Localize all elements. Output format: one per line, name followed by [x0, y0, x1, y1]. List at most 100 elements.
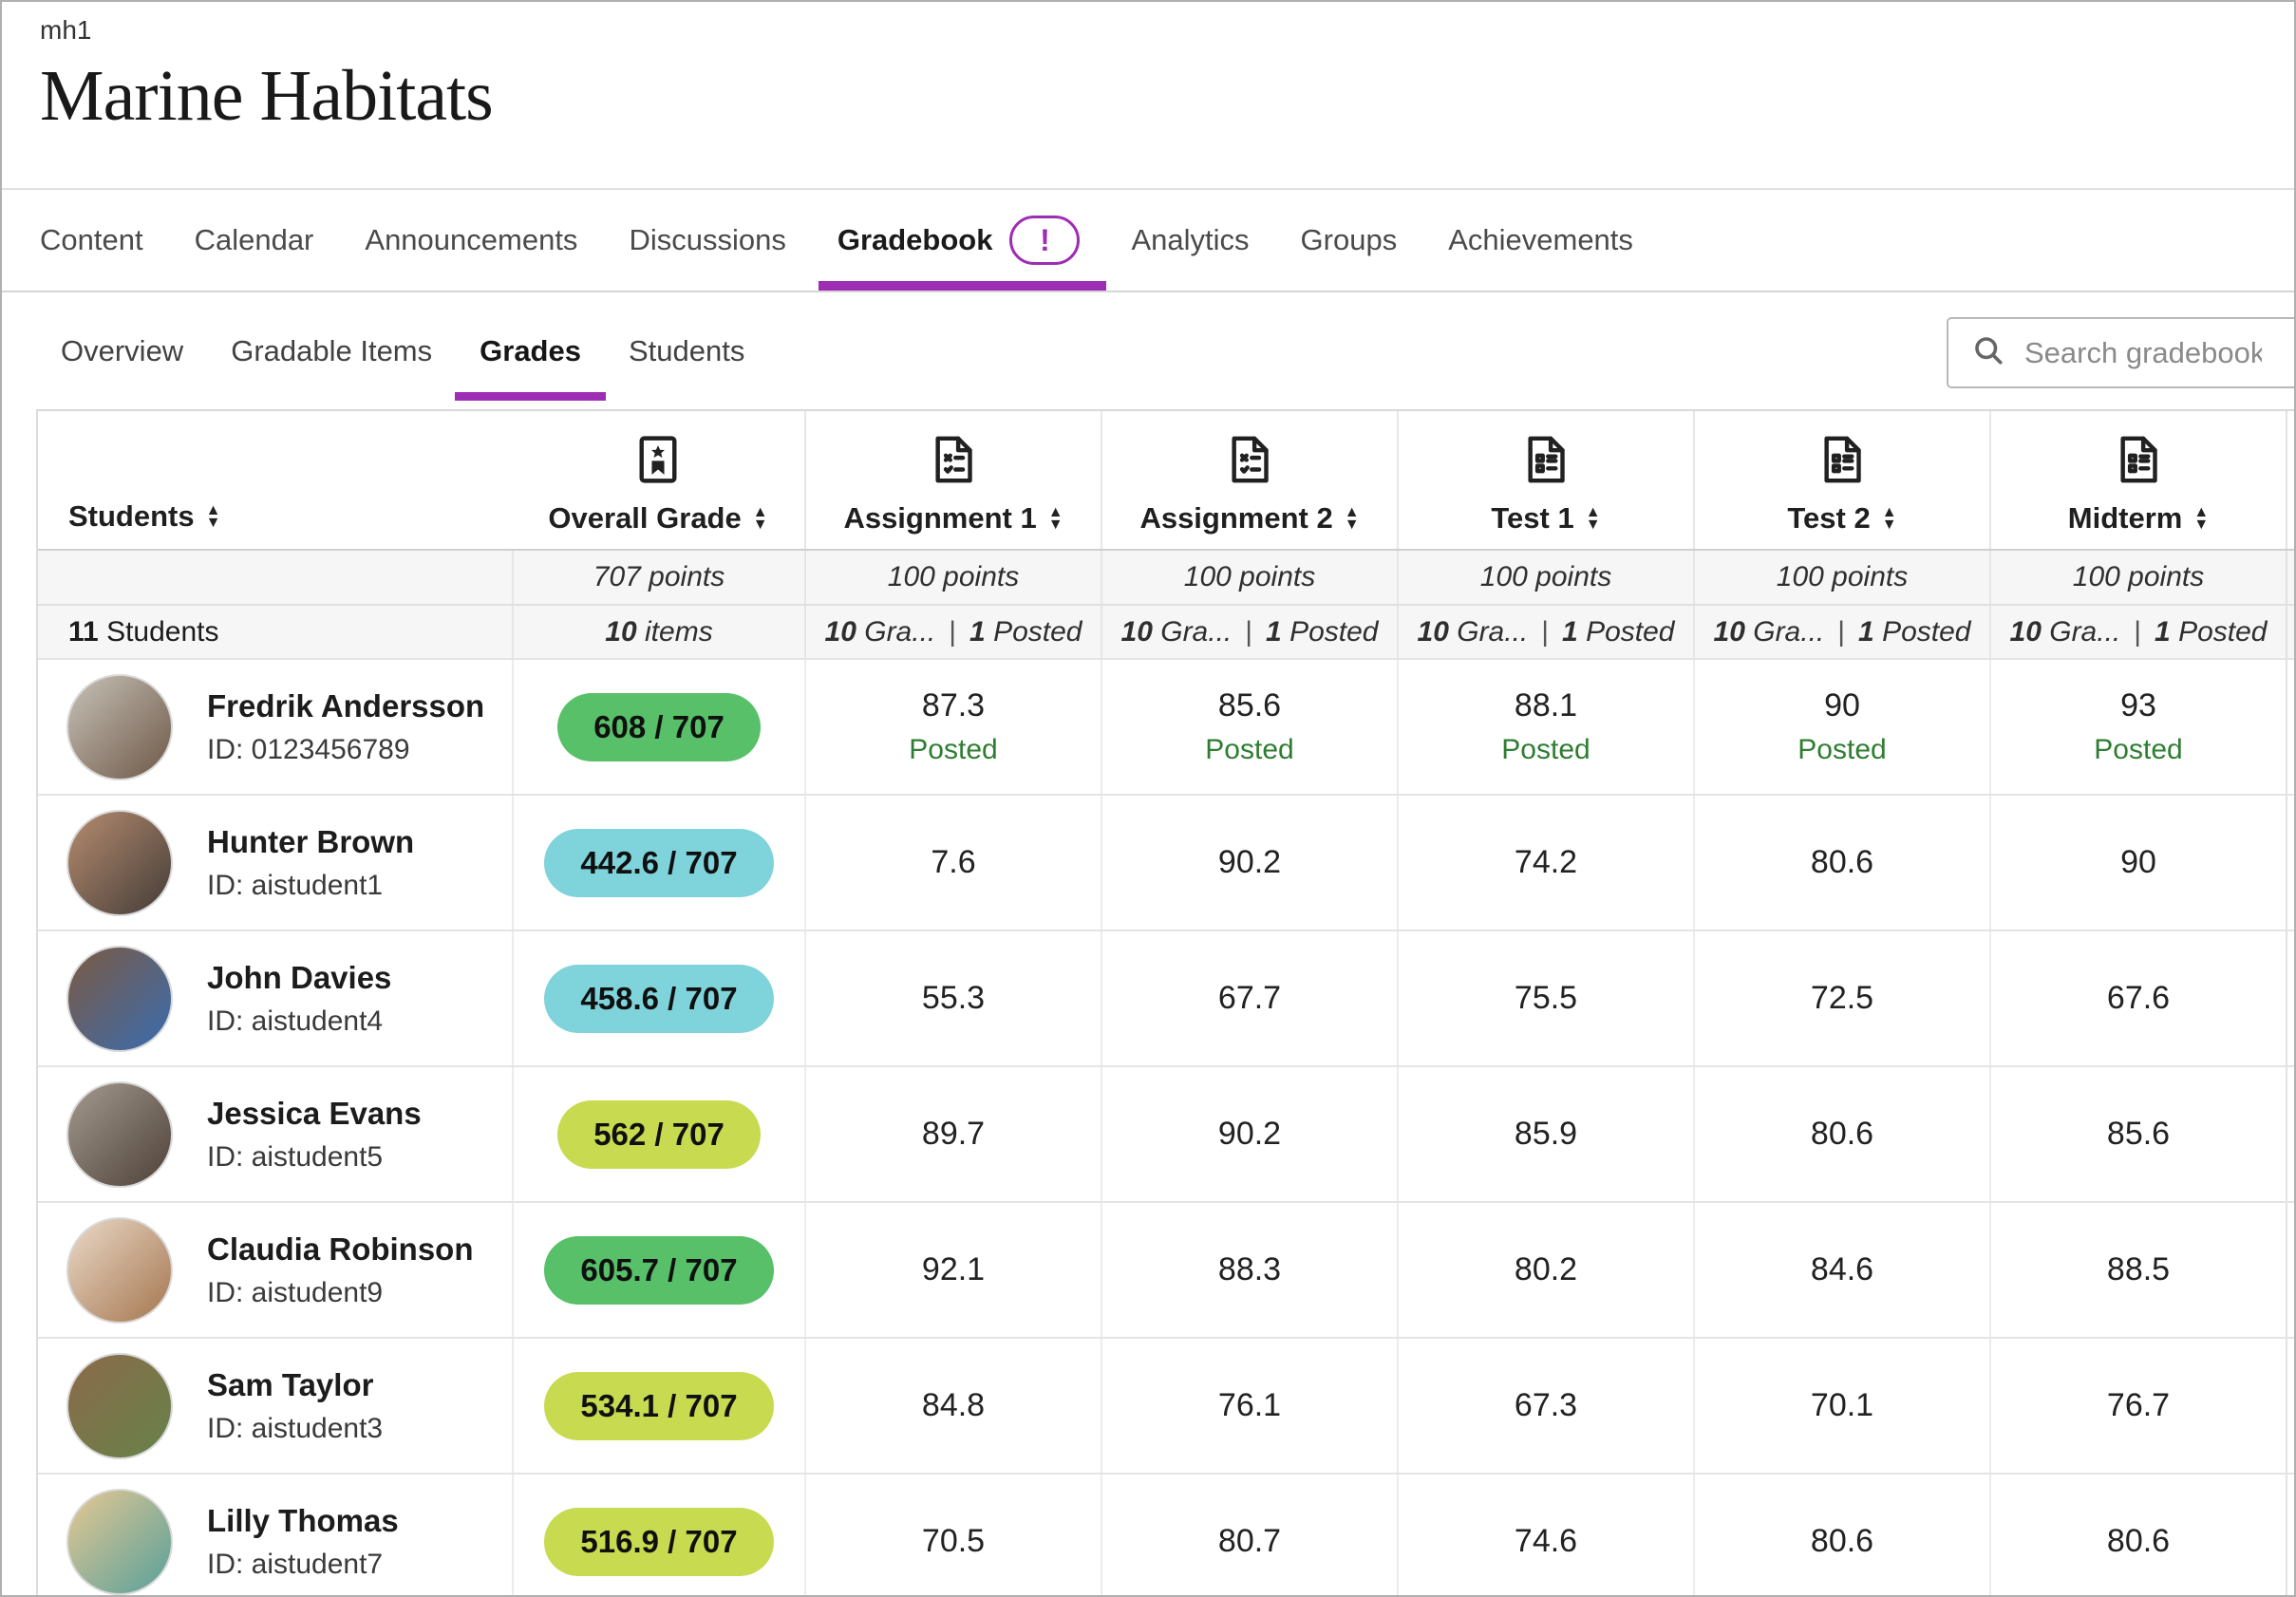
grade-cell[interactable]: 92.1	[804, 1203, 1101, 1337]
points-band-students-cell	[38, 551, 512, 604]
overall-grade-cell[interactable]: 458.6 / 707	[512, 931, 804, 1065]
grade-cell[interactable]: 88.5	[1989, 1203, 2286, 1337]
nav-tab-content[interactable]: Content	[40, 190, 143, 291]
grade-cell[interactable]: 80.2	[1397, 1203, 1693, 1337]
grade-cell[interactable]: 74.6	[1397, 1475, 1693, 1595]
item-points-label: 100 points	[1479, 561, 1612, 592]
student-info-cell[interactable]: Hunter Brown ID: aistudent1	[38, 796, 512, 930]
grade-cell[interactable]: 87.3 Posted	[804, 660, 1101, 794]
grade-value: 90	[1824, 687, 1860, 723]
grade-cell[interactable]: 90.2	[1101, 1067, 1397, 1201]
column-header-assignment-2[interactable]: Assignment 2 ▲ ▼	[1101, 411, 1397, 549]
grade-value: 90.2	[1217, 1116, 1282, 1152]
overall-grade-cell[interactable]: 534.1 / 707	[512, 1339, 804, 1473]
assignment-icon	[1223, 433, 1276, 486]
grade-cell[interactable]: 76.1	[1101, 1339, 1397, 1473]
grade-cell[interactable]: 80.7	[1101, 1475, 1397, 1595]
grade-cell[interactable]: 80.6	[1693, 796, 1989, 930]
grade-value: 70.5	[921, 1523, 986, 1559]
grade-cell[interactable]: 85.6 Posted	[1101, 660, 1397, 794]
nav-tab-analytics[interactable]: Analytics	[1131, 190, 1249, 291]
student-info-cell[interactable]: Jessica Evans ID: aistudent5	[38, 1067, 512, 1201]
grade-cell[interactable]: 85.6	[1989, 1067, 2286, 1201]
nav-tab-label: Content	[40, 223, 143, 256]
overall-grade-cell[interactable]: 442.6 / 707	[512, 796, 804, 930]
student-row: Claudia Robinson ID: aistudent9 605.7 / …	[38, 1201, 2294, 1337]
grade-cell[interactable]: 93 Posted	[1989, 660, 2286, 794]
table-overflow-sliver	[2286, 931, 2294, 1065]
student-row: Fredrik Andersson ID: 0123456789 608 / 7…	[38, 658, 2294, 794]
column-header-test-2[interactable]: Test 2 ▲ ▼	[1693, 411, 1989, 549]
column-header-students[interactable]: Students ▲ ▼	[38, 411, 512, 549]
overall-grade-cell[interactable]: 516.9 / 707	[512, 1475, 804, 1595]
nav-tab-gradebook[interactable]: Gradebook !	[818, 190, 1107, 291]
grade-cell[interactable]: 75.5	[1397, 931, 1693, 1065]
subnav-tab-gradable-items[interactable]: Gradable Items	[231, 292, 432, 409]
grade-cell[interactable]: 90 Posted	[1693, 660, 1989, 794]
column-header-midterm[interactable]: Midterm ▲ ▼	[1989, 411, 2286, 549]
student-info-cell[interactable]: Sam Taylor ID: aistudent3	[38, 1339, 512, 1473]
search-box[interactable]	[1947, 317, 2294, 388]
student-id: ID: aistudent9	[207, 1276, 384, 1308]
grade-cell[interactable]: 80.6	[1989, 1475, 2286, 1595]
grade-cell[interactable]: 84.8	[804, 1339, 1101, 1473]
nav-tab-discussions[interactable]: Discussions	[629, 190, 785, 291]
counts-separator: |	[2134, 615, 2142, 648]
nav-tab-label: Announcements	[365, 223, 578, 256]
column-header-assignment-1[interactable]: Assignment 1 ▲ ▼	[804, 411, 1101, 549]
grade-cell[interactable]: 67.7	[1101, 931, 1397, 1065]
student-name: Claudia Robinson	[207, 1231, 474, 1267]
nav-tab-announcements[interactable]: Announcements	[365, 190, 577, 291]
grade-cell[interactable]: 70.5	[804, 1475, 1101, 1595]
student-row: John Davies ID: aistudent4 458.6 / 707 5…	[38, 930, 2294, 1065]
grade-cell[interactable]: 80.6	[1693, 1067, 1989, 1201]
student-info-cell[interactable]: John Davies ID: aistudent4	[38, 931, 512, 1065]
nav-tab-groups[interactable]: Groups	[1301, 190, 1398, 291]
grade-value: 75.5	[1514, 980, 1578, 1016]
grade-cell[interactable]: 89.7	[804, 1067, 1101, 1201]
student-row: Sam Taylor ID: aistudent3 534.1 / 707 84…	[38, 1337, 2294, 1473]
grade-cell[interactable]: 70.1	[1693, 1339, 1989, 1473]
grade-cell[interactable]: 7.6	[804, 796, 1101, 930]
grade-value: 67.6	[2106, 980, 2171, 1016]
nav-tab-calendar[interactable]: Calendar	[195, 190, 314, 291]
subnav-tab-students[interactable]: Students	[629, 292, 744, 409]
search-input[interactable]	[2024, 335, 2262, 370]
student-info-cell[interactable]: Fredrik Andersson ID: 0123456789	[38, 660, 512, 794]
grade-cell[interactable]: 67.6	[1989, 931, 2286, 1065]
nav-tab-label: Gradebook	[837, 223, 993, 256]
grade-value: 80.7	[1217, 1523, 1282, 1559]
overall-items-number: 10	[605, 615, 637, 648]
grade-cell[interactable]: 88.3	[1101, 1203, 1397, 1337]
grade-cell[interactable]: 55.3	[804, 931, 1101, 1065]
overall-grade-award-icon	[631, 433, 685, 486]
overall-grade-cell[interactable]: 605.7 / 707	[512, 1203, 804, 1337]
nav-tab-achievements[interactable]: Achievements	[1448, 190, 1633, 291]
nav-tab-label: Groups	[1300, 223, 1398, 256]
course-code: mh1	[40, 15, 92, 45]
grade-cell[interactable]: 85.9	[1397, 1067, 1693, 1201]
overall-grade-cell[interactable]: 608 / 707	[512, 660, 804, 794]
grade-cell[interactable]: 84.6	[1693, 1203, 1989, 1337]
test-icon	[1816, 433, 1869, 486]
counts-separator: |	[1837, 615, 1846, 648]
grade-cell[interactable]: 90	[1989, 796, 2286, 930]
grade-cell[interactable]: 88.1 Posted	[1397, 660, 1693, 794]
student-info-cell[interactable]: Lilly Thomas ID: aistudent7	[38, 1475, 512, 1595]
column-header-test-1[interactable]: Test 1 ▲ ▼	[1397, 411, 1693, 549]
student-info-cell[interactable]: Claudia Robinson ID: aistudent9	[38, 1203, 512, 1337]
grade-cell[interactable]: 67.3	[1397, 1339, 1693, 1473]
subnav-tab-overview[interactable]: Overview	[61, 292, 183, 409]
grade-cell[interactable]: 90.2	[1101, 796, 1397, 930]
grade-cell[interactable]: 74.2	[1397, 796, 1693, 930]
subnav-tab-grades[interactable]: Grades	[455, 292, 606, 409]
avatar	[66, 945, 173, 1052]
column-header-overall-grade[interactable]: Overall Grade ▲ ▼	[512, 411, 804, 549]
student-id: ID: aistudent5	[207, 1140, 384, 1173]
grade-cell[interactable]: 76.7	[1989, 1339, 2286, 1473]
grade-cell[interactable]: 80.6	[1693, 1475, 1989, 1595]
item-counts-cell: 10 Gra... | 1 Posted	[1693, 606, 1989, 658]
grade-cell[interactable]: 72.5	[1693, 931, 1989, 1065]
posted-status: Posted	[1501, 734, 1590, 765]
overall-grade-cell[interactable]: 562 / 707	[512, 1067, 804, 1201]
